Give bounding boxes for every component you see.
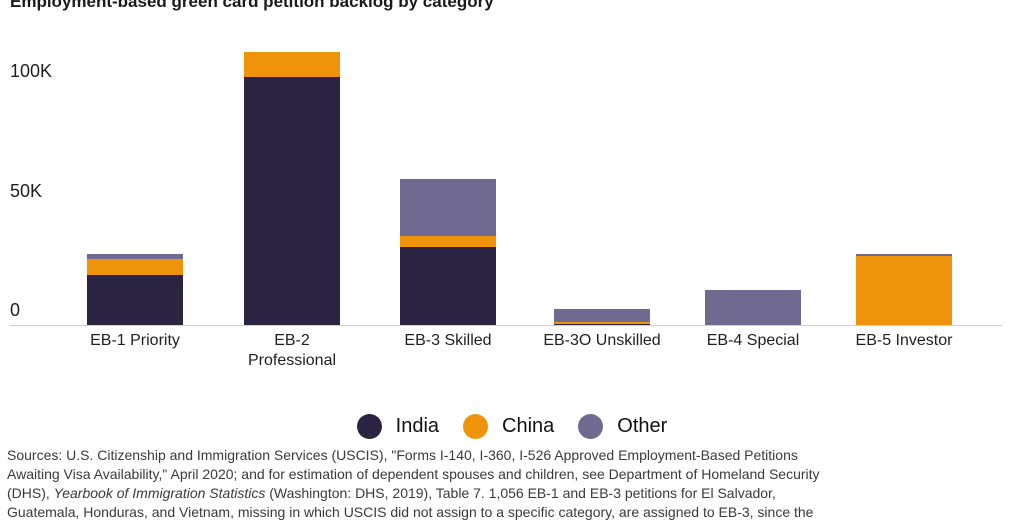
bar-eb-2-professional [244,52,340,325]
bar-segment-china [244,52,340,78]
legend-item-india: India [356,413,440,439]
source-italic-title: Yearbook of Immigration Statistics [53,485,266,501]
bar-segment-china [400,235,496,248]
source-line-3: (DHS), Yearbook of Immigration Statistic… [7,485,776,501]
bar-eb-4-special [705,289,801,325]
source-line-2: Awaiting Visa Availability," April 2020;… [7,466,820,482]
x-axis-label-eb-5-investor: EB-5 Investor [855,332,953,349]
bar-segment-india [244,77,340,325]
legend-label-china: China [502,414,555,437]
bar-eb-5-investor [856,253,952,325]
bar-eb-1-priority [87,253,183,325]
bar-eb-3o-unskilled [554,308,650,325]
bar-segment-other [554,308,650,322]
bar-segment-china [856,256,952,325]
y-axis-tick-50k: 50K [10,181,43,201]
x-axis-line [10,325,1002,326]
legend-item-other: Other [578,413,668,439]
source-note: Sources: U.S. Citizenship and Immigratio… [7,446,1021,522]
china-color-swatch-icon [463,413,489,439]
india-color-swatch-icon [356,413,382,439]
chart-title: Employment-based green card petition bac… [10,0,494,11]
bar-segment-other [400,178,496,236]
legend-label-india: India [395,414,440,437]
legend-label-other: Other [617,414,668,437]
bar-segment-china [87,259,183,275]
chart-legend: India China Other [0,412,1024,440]
bar-segment-china [554,321,650,325]
x-axis-label-eb-4-special: EB-4 Special [706,332,800,349]
x-axis-label-eb-3o-unskilled: EB-3O Unskilled [543,332,661,349]
y-axis-tick-100k: 100K [10,61,53,81]
bar-segment-other [705,289,801,325]
source-line-4: Guatemala, Honduras, and Vietnam, missin… [7,504,814,520]
x-axis-label-eb-3-skilled: EB-3 Skilled [404,332,492,349]
legend-item-china: China [463,413,555,439]
other-color-swatch-icon [578,413,604,439]
bar-segment-other [856,253,952,257]
x-axis-label-eb-2-professional: EB-2 Professional [247,332,337,369]
bar-segment-india [400,247,496,325]
x-axis-label-eb-1-priority: EB-1 Priority [90,332,180,349]
bar-eb-3-skilled [400,178,496,325]
bar-segment-other [87,253,183,260]
y-axis-tick-0: 0 [10,300,21,320]
source-line-1: Sources: U.S. Citizenship and Immigratio… [7,447,798,463]
bar-segment-india [87,274,183,325]
bar-segment-india [554,324,650,325]
